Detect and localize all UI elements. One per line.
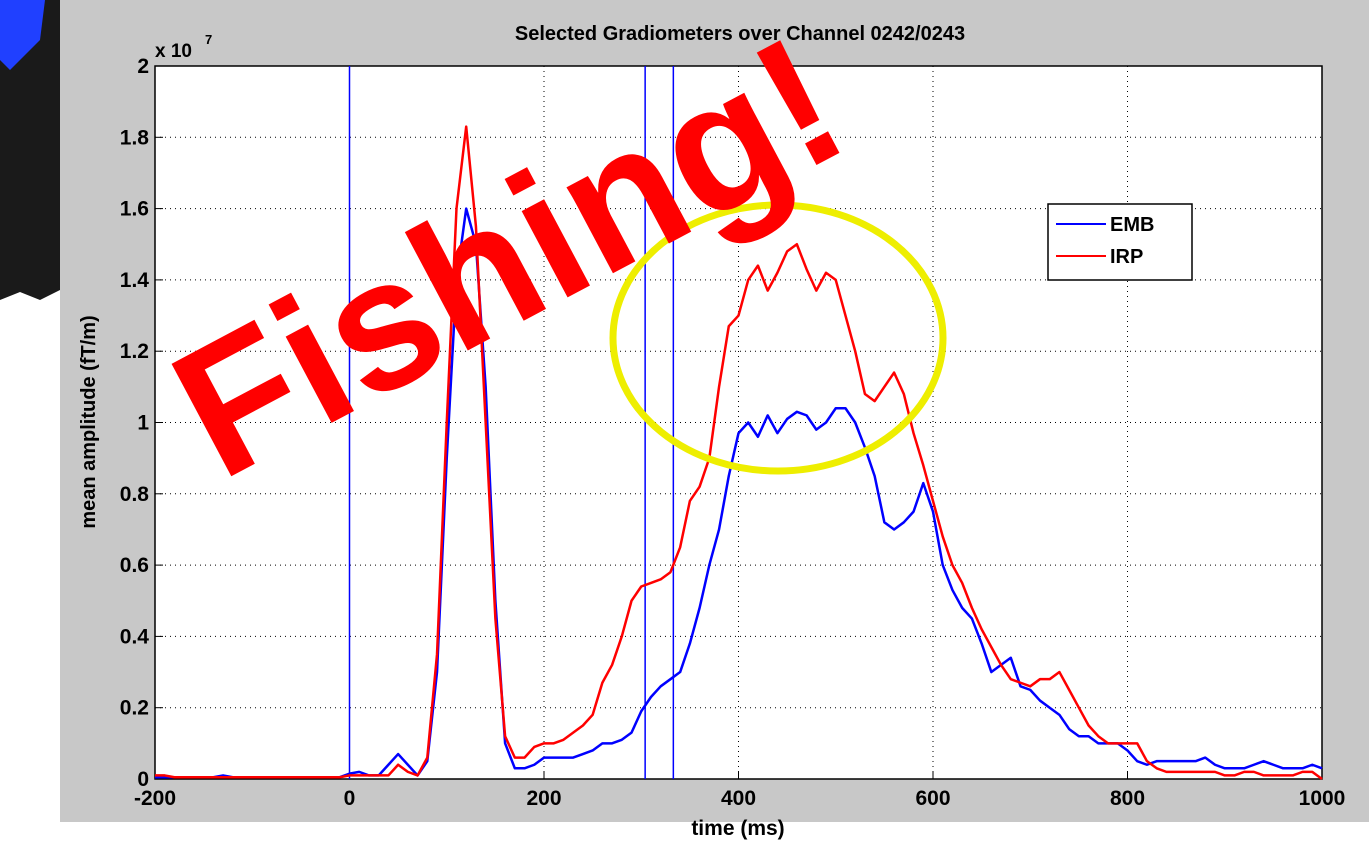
y-axis-label: mean amplitude (fT/m) (78, 315, 100, 528)
x-tick-label: 1000 (1299, 787, 1346, 810)
x-tick-label: 0 (344, 787, 356, 810)
x-axis-label: time (ms) (691, 817, 784, 840)
y-tick-label: 0.8 (120, 483, 150, 506)
y-tick-label: 1.6 (120, 198, 149, 221)
x-tick-label: 200 (526, 787, 561, 810)
y-tick-label: 2 (137, 55, 149, 78)
y-tick-label: 1.2 (120, 340, 149, 363)
y-multiplier-exponent: 7 (205, 32, 212, 47)
y-multiplier: x 10 (155, 41, 192, 62)
x-tick-label: 400 (721, 787, 756, 810)
x-tick-label: 800 (1110, 787, 1145, 810)
legend-label: EMB (1110, 214, 1154, 236)
y-tick-label: 1 (137, 412, 149, 435)
legend-label: IRP (1110, 246, 1143, 268)
legend: EMB IRP (1048, 204, 1192, 280)
y-tick-label: 0.2 (120, 697, 149, 720)
x-tick-label: 600 (915, 787, 950, 810)
chart: Selected Gradiometers over Channel 0242/… (0, 0, 1369, 842)
y-tick-label: 0.4 (120, 625, 150, 648)
y-tick-label: 1.4 (120, 269, 150, 292)
y-tick-label: 0 (137, 768, 149, 791)
y-tick-label: 1.8 (120, 126, 150, 149)
y-tick-label: 0.6 (120, 554, 149, 577)
